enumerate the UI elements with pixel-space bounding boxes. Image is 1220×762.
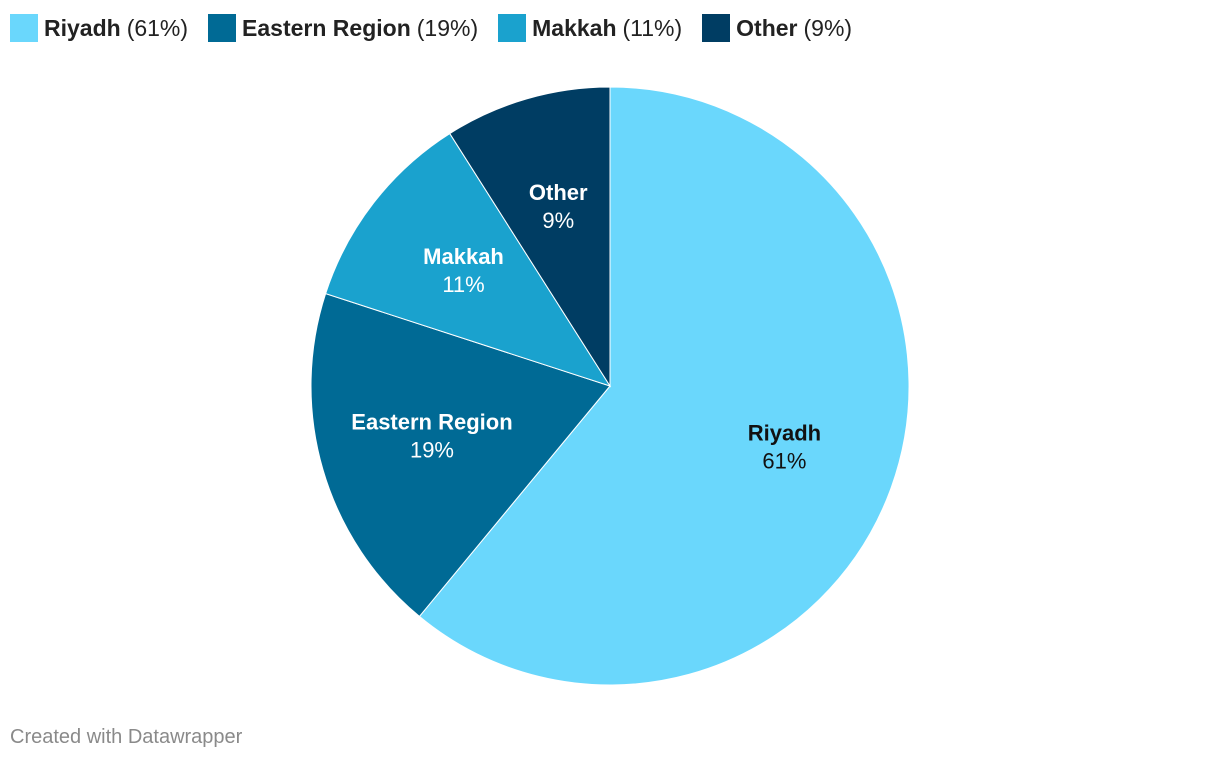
slice-label: Makkah	[423, 244, 504, 269]
legend-value: (11%)	[622, 14, 683, 41]
legend-item: Makkah (11%)	[498, 14, 682, 42]
slice-label: Other	[529, 180, 588, 205]
slice-label: Eastern Region	[351, 410, 512, 435]
legend-item: Other (9%)	[702, 14, 852, 42]
credit: Created with Datawrapper	[10, 726, 243, 748]
legend-item: Riyadh (61%)	[10, 14, 188, 42]
legend-label: Other	[736, 14, 798, 41]
legend-value: (19%)	[416, 14, 479, 41]
legend-swatch	[498, 14, 527, 42]
slice-value: 11%	[442, 272, 484, 297]
legend-item: Eastern Region (19%)	[208, 14, 478, 42]
slice-value: 9%	[542, 208, 574, 233]
legend-value: (9%)	[803, 14, 853, 41]
pie-slice	[418, 86, 910, 686]
slice-label: Riyadh	[748, 421, 821, 446]
legend-label: Eastern Region	[242, 14, 411, 41]
legend: Riyadh (61%) Eastern Region (19%) Makkah (11%…	[10, 14, 852, 42]
legend-swatch	[10, 14, 38, 42]
legend-label: Riyadh	[44, 14, 121, 41]
pie-slice	[325, 132, 612, 387]
legend-label: Makkah	[532, 14, 617, 41]
legend-swatch	[208, 14, 237, 42]
slice-value: 61%	[762, 449, 806, 474]
slice-value: 19%	[410, 438, 454, 463]
legend-value: (61%)	[126, 14, 189, 41]
pie-slice	[310, 292, 611, 618]
legend-swatch	[702, 14, 731, 42]
pie-slice	[449, 86, 611, 388]
